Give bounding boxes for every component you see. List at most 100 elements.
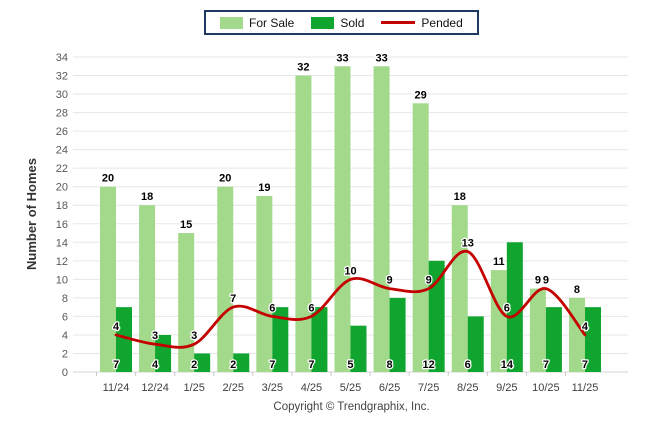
y-tick-label: 0 xyxy=(62,367,68,379)
for-sale-bar xyxy=(178,233,195,372)
x-tick-label: 2/25 xyxy=(223,382,244,394)
pended-value-label: 6 xyxy=(308,302,314,314)
for-sale-bar xyxy=(334,66,351,372)
y-tick-label: 22 xyxy=(56,163,68,175)
x-tick-label: 7/25 xyxy=(418,382,439,394)
sold-bar xyxy=(233,353,250,372)
sold-value-label: 14 xyxy=(501,359,514,371)
for-sale-bar xyxy=(139,205,156,372)
sold-bar xyxy=(272,307,289,372)
legend-label-sold: Sold xyxy=(340,15,365,30)
sold-value-label: 12 xyxy=(423,359,435,371)
legend: For Sale Sold Pended xyxy=(204,10,479,35)
y-tick-label: 14 xyxy=(56,237,68,249)
for-sale-value-label: 20 xyxy=(219,173,231,185)
y-tick-label: 30 xyxy=(56,89,68,101)
sold-value-label: 7 xyxy=(113,359,119,371)
sold-bar xyxy=(194,353,211,372)
sold-value-label: 2 xyxy=(230,359,236,371)
y-tick-label: 24 xyxy=(56,145,68,157)
pended-value-label: 9 xyxy=(426,275,432,287)
sold-bar xyxy=(467,316,484,372)
for-sale-value-label: 33 xyxy=(375,52,387,64)
pended-value-label: 7 xyxy=(230,293,236,305)
copyright-text: Copyright © Trendgraphix, Inc. xyxy=(273,401,430,413)
y-tick-label: 34 xyxy=(56,52,68,64)
legend-item-for-sale: For Sale xyxy=(220,16,294,30)
pended-value-label: 4 xyxy=(582,321,589,333)
for-sale-value-label: 33 xyxy=(336,52,348,64)
pended-value-label: 3 xyxy=(152,330,158,342)
sold-value-label: 7 xyxy=(582,359,588,371)
for-sale-value-label: 29 xyxy=(415,89,427,101)
sold-value-label: 8 xyxy=(387,359,393,371)
for-sale-value-label: 15 xyxy=(180,219,192,231)
for-sale-bar xyxy=(256,195,273,372)
y-tick-label: 6 xyxy=(62,311,68,323)
for-sale-value-label: 9 xyxy=(535,275,541,287)
legend-label-for-sale: For Sale xyxy=(249,15,295,30)
x-tick-label: 6/25 xyxy=(379,382,400,394)
sold-value-label: 4 xyxy=(152,359,159,371)
for-sale-bar xyxy=(451,205,468,372)
pended-value-label: 13 xyxy=(462,238,474,250)
sold-bar xyxy=(584,307,601,372)
for-sale-bar xyxy=(529,288,546,372)
sold-value-label: 2 xyxy=(191,359,197,371)
y-tick-label: 28 xyxy=(56,108,68,120)
x-tick-label: 8/25 xyxy=(457,382,478,394)
x-tick-label: 12/24 xyxy=(141,382,169,394)
y-tick-label: 32 xyxy=(56,71,68,83)
sold-bar xyxy=(350,325,367,372)
legend-item-sold: Sold xyxy=(311,16,364,30)
pended-value-label: 6 xyxy=(269,302,275,314)
for-sale-bar xyxy=(217,186,234,372)
x-tick-label: 10/25 xyxy=(532,382,560,394)
sold-value-label: 7 xyxy=(543,359,549,371)
x-tick-label: 1/25 xyxy=(183,382,204,394)
sold-bar xyxy=(506,242,523,372)
legend-item-pended: Pended xyxy=(381,15,463,30)
for-sale-value-label: 32 xyxy=(297,62,309,74)
y-tick-label: 18 xyxy=(56,200,68,212)
x-tick-label: 5/25 xyxy=(340,382,361,394)
pended-value-label: 6 xyxy=(504,302,510,314)
x-tick-label: 9/25 xyxy=(496,382,517,394)
pended-value-label: 3 xyxy=(191,330,197,342)
pended-value-label: 4 xyxy=(113,321,120,333)
sold-value-label: 6 xyxy=(465,359,471,371)
for-sale-swatch-icon xyxy=(220,16,243,29)
pended-value-label: 9 xyxy=(387,275,393,287)
legend-label-pended: Pended xyxy=(421,15,463,30)
for-sale-bar xyxy=(373,66,390,372)
sold-bar xyxy=(116,307,132,372)
x-tick-label: 4/25 xyxy=(301,382,322,394)
x-tick-label: 11/25 xyxy=(572,382,599,394)
sold-bar xyxy=(428,260,445,372)
y-tick-label: 26 xyxy=(56,126,68,138)
y-tick-label: 8 xyxy=(62,293,68,305)
sold-value-label: 5 xyxy=(347,359,353,371)
for-sale-value-label: 18 xyxy=(454,191,466,203)
for-sale-bar xyxy=(412,103,429,372)
for-sale-value-label: 19 xyxy=(258,182,270,194)
sold-bar xyxy=(389,297,406,372)
pended-line-swatch-icon xyxy=(381,21,416,24)
sold-value-label: 7 xyxy=(269,359,275,371)
sold-bar xyxy=(311,307,328,372)
sold-bar xyxy=(545,307,562,372)
for-sale-bar xyxy=(490,270,507,372)
for-sale-bar xyxy=(100,186,116,372)
y-tick-label: 20 xyxy=(56,182,68,194)
for-sale-value-label: 20 xyxy=(102,173,114,185)
y-tick-label: 12 xyxy=(56,256,68,268)
y-tick-label: 16 xyxy=(56,219,68,231)
pended-value-label: 10 xyxy=(344,265,356,277)
x-tick-label: 11/24 xyxy=(103,382,130,394)
sold-value-label: 7 xyxy=(308,359,314,371)
for-sale-value-label: 8 xyxy=(574,284,580,296)
for-sale-bar xyxy=(295,75,312,372)
for-sale-value-label: 11 xyxy=(493,256,505,268)
pended-value-label: 9 xyxy=(543,275,549,287)
sold-swatch-icon xyxy=(311,16,335,29)
